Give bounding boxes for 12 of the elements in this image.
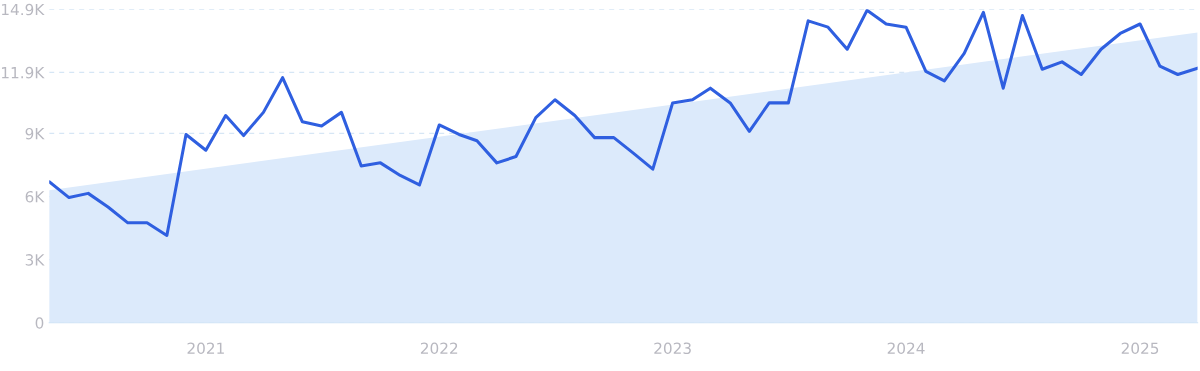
x-tick-label: 2025	[1121, 342, 1159, 355]
x-tick-label: 2023	[654, 342, 691, 355]
y-tick-label: 11.9K	[1, 66, 45, 79]
y-tick-label: 6K	[25, 191, 45, 203]
x-tick-label: 2021	[187, 342, 224, 355]
y-tick-label: 0	[35, 317, 44, 329]
line-series	[49, 9, 1198, 237]
y-tick-label: 14.9K	[1, 3, 45, 16]
x-tick-label: 2024	[887, 342, 925, 355]
x-tick-label: 2022	[420, 342, 458, 355]
y-tick-label: 9K	[25, 127, 45, 140]
y-tick-label: 3K	[25, 254, 45, 266]
